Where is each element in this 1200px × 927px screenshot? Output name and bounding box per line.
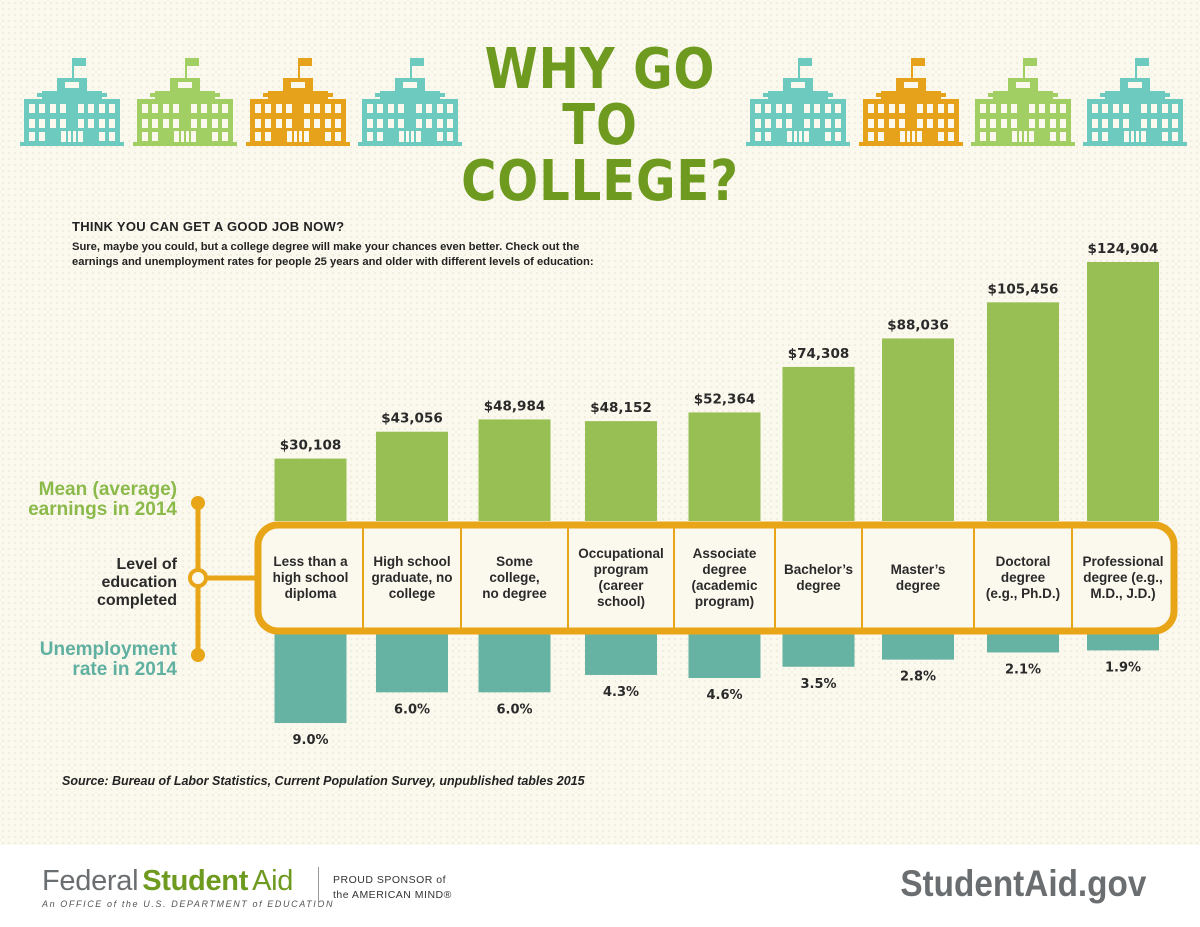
label-line: Mean (average) <box>38 479 177 500</box>
college-building-icon <box>358 58 462 146</box>
earnings-value-label: $48,984 <box>484 398 546 414</box>
sponsor-line: PROUD SPONSOR of <box>333 874 447 886</box>
earnings-bar <box>882 338 954 521</box>
education-level-label: Less than a high school diploma <box>273 554 349 601</box>
unemployment-value-label: 4.6% <box>706 688 742 703</box>
earnings-bar <box>688 412 761 521</box>
logo-word: Federal <box>42 865 139 897</box>
label-line: rate in 2014 <box>72 659 177 680</box>
unemployment-bar <box>688 631 761 679</box>
unemployment-value-label: 4.3% <box>603 685 639 700</box>
unemployment-row-label: Unemployment rate in 2014 <box>40 640 177 680</box>
earnings-bar <box>376 431 448 521</box>
sponsor-text: PROUD SPONSOR of the AMERICAN MIND® <box>333 873 452 903</box>
unemployment-value-label: 6.0% <box>394 702 430 717</box>
label-line: Level of <box>116 556 177 573</box>
earnings-value-label: $88,036 <box>887 317 949 333</box>
label-line: completed <box>96 592 177 609</box>
education-level-label: Master’s degree <box>891 562 946 593</box>
earnings-bar <box>274 458 347 521</box>
earnings-bar <box>585 421 657 521</box>
education-level-label: Associate degree (academic program) <box>691 546 758 609</box>
logo-word: Student <box>142 865 249 897</box>
label-line: education <box>101 574 177 591</box>
unemployment-value-label: 3.5% <box>800 677 836 692</box>
education-level-label: Some college, no degree <box>482 554 547 601</box>
source-note: Source: Bureau of Labor Statistics, Curr… <box>62 774 585 788</box>
earnings-bar <box>478 419 551 521</box>
college-building-icon <box>971 58 1075 146</box>
logo-word: Aid <box>252 865 294 897</box>
unemployment-bar <box>274 631 347 723</box>
unemployment-value-label: 2.1% <box>1005 662 1041 677</box>
earnings-unemployment-chart: $30,108 9.0% $43,056 6.0% $48,984 6.0% $48,152… <box>188 241 1178 748</box>
sponsor-line: the AMERICAN MIND® <box>333 889 452 901</box>
unemployment-bar <box>1087 631 1159 651</box>
label-line: earnings in 2014 <box>28 499 177 520</box>
education-level-label: Doctoral degree (e.g., Ph.D.) <box>986 554 1060 601</box>
unemployment-bar <box>478 631 551 693</box>
connector-dot-earnings <box>191 496 205 510</box>
unemployment-value-label: 2.8% <box>900 670 936 685</box>
earnings-value-label: $74,308 <box>788 346 850 362</box>
college-building-icon <box>20 58 124 146</box>
earnings-value-label: $105,456 <box>988 281 1059 297</box>
unemployment-bar <box>782 631 855 667</box>
footer-divider <box>318 867 319 907</box>
college-building-icon <box>133 58 237 146</box>
education-level-label: High school graduate, no college <box>371 554 452 601</box>
college-building-icon <box>1083 58 1187 146</box>
unemployment-bar <box>987 631 1059 653</box>
education-level-label: Occupational program (career school) <box>578 546 664 609</box>
education-level-label: Bachelor’s degree <box>784 562 853 593</box>
logo-tagline: An OFFICE of the U.S. DEPARTMENT of EDUC… <box>42 899 335 909</box>
federal-student-aid-logo[interactable]: Federal Student Aid <box>42 865 293 898</box>
earnings-value-label: $124,904 <box>1088 241 1159 257</box>
studentaid-gov-link[interactable]: StudentAid.gov <box>899 863 1146 904</box>
earnings-value-label: $43,056 <box>381 411 443 427</box>
unemployment-bar <box>882 631 954 660</box>
unemployment-bar <box>585 631 657 675</box>
label-line: Unemployment <box>39 639 177 660</box>
earnings-value-label: $30,108 <box>280 438 342 454</box>
intro-text: Sure, maybe you could, but a college deg… <box>72 241 594 268</box>
education-level-row-label: Level of education completed <box>97 556 177 610</box>
unemployment-value-label: 1.9% <box>1105 660 1141 675</box>
earnings-value-label: $52,364 <box>694 391 756 407</box>
unemployment-value-label: 6.0% <box>496 702 532 717</box>
earnings-bar <box>782 366 855 521</box>
unemployment-value-label: 9.0% <box>292 733 328 748</box>
row-connector <box>188 496 258 662</box>
college-building-icon <box>859 58 963 146</box>
education-level-label: Professional degree (e.g., M.D., J.D.) <box>1082 554 1163 601</box>
unemployment-bar <box>376 631 448 693</box>
connector-dot-unemployment <box>191 648 205 662</box>
education-level-frame <box>254 521 1178 635</box>
college-building-icon <box>746 58 850 146</box>
title-line-1: WHY GO TO <box>484 37 716 158</box>
earnings-value-label: $48,152 <box>590 400 652 416</box>
footer: Federal Student Aid An OFFICE of the U.S. … <box>0 845 1200 927</box>
page-title: WHY GO TO COLLEGE? <box>454 42 746 210</box>
title-line-2: COLLEGE? <box>461 149 739 214</box>
earnings-row-label: Mean (average) earnings in 2014 <box>28 480 177 520</box>
intro-heading: THINK YOU CAN GET A GOOD JOB NOW? <box>72 219 345 234</box>
earnings-bar <box>1087 262 1159 521</box>
connector-dot-level <box>188 568 208 588</box>
college-building-icon <box>246 58 350 146</box>
earnings-bar <box>987 302 1059 521</box>
